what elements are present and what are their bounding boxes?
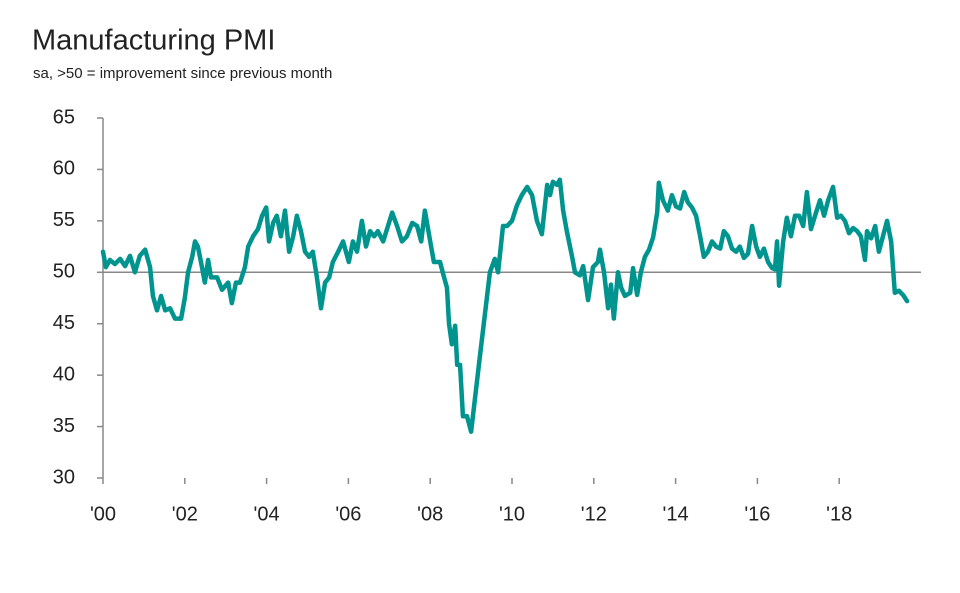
x-tick-label: '06 (335, 503, 361, 525)
x-tick-label: '02 (172, 503, 198, 525)
y-tick-label: 50 (53, 261, 75, 283)
x-tick-label: '08 (417, 503, 443, 525)
y-tick-label: 55 (53, 209, 75, 231)
chart-title: Manufacturing PMI (32, 25, 275, 57)
y-tick-label: 30 (53, 466, 75, 488)
y-tick-label: 60 (53, 158, 75, 180)
x-tick-label: '10 (499, 503, 525, 525)
pmi-line (100, 177, 910, 434)
x-tick-label: '14 (663, 503, 689, 525)
x-tick-label: '18 (826, 503, 852, 525)
x-tick-label: '12 (581, 503, 607, 525)
y-tick-label: 35 (53, 415, 75, 437)
y-tick-label: 40 (53, 363, 75, 385)
y-tick-label: 45 (53, 312, 75, 334)
x-tick-label: '04 (254, 503, 280, 525)
x-tick-label: '16 (744, 503, 770, 525)
x-tick-label: '00 (90, 503, 116, 525)
y-tick-label: 65 (53, 106, 75, 128)
chart-subtitle: sa, >50 = improvement since previous mon… (33, 65, 332, 82)
